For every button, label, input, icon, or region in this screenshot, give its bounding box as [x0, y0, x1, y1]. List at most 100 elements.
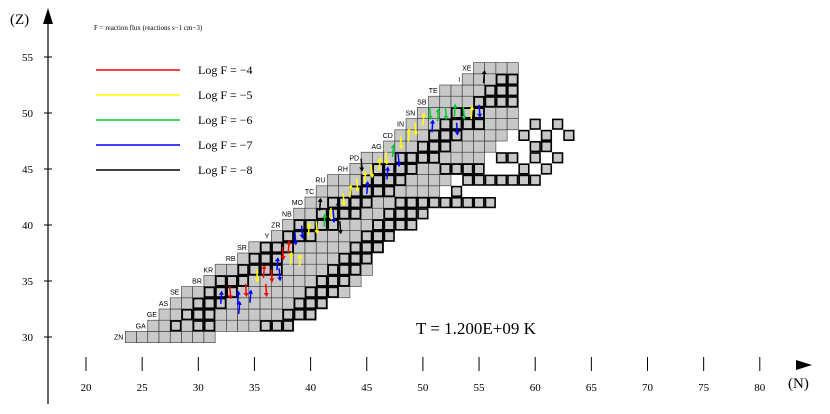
nuclide-cell — [192, 331, 205, 343]
nuclide-cell — [181, 297, 193, 310]
nuclide-cell — [248, 319, 261, 332]
bold-nuclide-cell — [462, 174, 474, 186]
flux-arrow-head — [347, 184, 353, 189]
bold-nuclide-cell — [226, 275, 238, 287]
nuclide-cell — [259, 308, 272, 321]
element-label: RU — [315, 178, 325, 185]
bold-nuclide-cell — [304, 297, 317, 310]
bold-nuclide-cell — [361, 197, 373, 209]
bold-nuclide-cell — [529, 118, 541, 130]
bold-nuclide-cell — [406, 152, 418, 164]
nuclide-cell — [450, 151, 463, 164]
bold-nuclide-cell — [304, 286, 317, 298]
bold-nuclide-cell — [383, 219, 395, 231]
flux-arrow-head — [263, 292, 269, 297]
nuclide-cell — [349, 275, 362, 287]
bold-nuclide-cell — [473, 197, 485, 209]
nuclide-cell — [214, 319, 227, 332]
bold-nuclide-cell — [406, 197, 418, 209]
bold-nuclide-cell — [507, 174, 519, 186]
element-label: TC — [305, 189, 314, 196]
chart-subtitle: F = reaction flux (reactions s−1 cm−3) — [94, 24, 203, 32]
bold-nuclide-cell — [394, 208, 407, 220]
bold-nuclide-cell — [237, 264, 249, 276]
flux-arrow-head — [288, 251, 294, 256]
bold-nuclide-cell — [484, 96, 496, 108]
nuclide-cell — [282, 219, 295, 231]
y-tick-label: 40 — [22, 220, 34, 232]
flux-arrow-head — [427, 116, 433, 120]
nuclide-cell — [270, 297, 283, 310]
bold-nuclide-cell — [507, 96, 519, 108]
bold-nuclide-cell — [450, 197, 463, 209]
element-label: XE — [462, 66, 472, 73]
nuclide-cell — [338, 241, 351, 254]
bold-nuclide-cell — [192, 320, 204, 332]
flux-arrow-head — [369, 174, 375, 179]
element-label: Y — [265, 234, 270, 241]
nuclide-cell — [484, 129, 497, 142]
nuclide-cell — [428, 185, 441, 198]
flux-arrow-head — [435, 108, 441, 113]
nuclide-cell — [304, 252, 317, 265]
flux-arrow-head — [398, 145, 404, 150]
bold-nuclide-cell — [349, 264, 362, 276]
element-label: SE — [170, 290, 180, 297]
nuclide-cell — [147, 319, 160, 332]
bold-nuclide-cell — [428, 141, 440, 153]
flux-arrow-head — [243, 292, 249, 297]
bold-nuclide-cell — [383, 208, 395, 220]
nuclide-cell — [416, 185, 429, 198]
nuclide-cell — [506, 107, 519, 119]
element-label: RH — [338, 167, 348, 174]
x-tick-label: 35 — [249, 382, 261, 394]
bold-nuclide-cell — [428, 129, 440, 142]
bold-nuclide-cell — [383, 174, 395, 186]
element-label: PD — [349, 155, 359, 162]
nuclide-cell — [136, 331, 149, 343]
element-label: RB — [226, 256, 236, 263]
flux-arrow-head — [235, 290, 241, 295]
nuclide-cell — [461, 84, 474, 97]
nuclide-cell — [169, 331, 182, 343]
nuclide-cell — [158, 308, 171, 321]
nuclide-cell — [360, 151, 373, 164]
bold-nuclide-cell — [181, 308, 193, 321]
bold-nuclide-cell — [361, 241, 373, 254]
bold-nuclide-cell — [349, 253, 362, 265]
element-label: MO — [292, 200, 304, 207]
bold-nuclide-cell — [316, 275, 328, 287]
flux-arrow-head — [247, 289, 253, 294]
flux-arrow-head — [261, 265, 267, 270]
nuclide-cell — [237, 319, 250, 332]
nuclide-cell — [372, 207, 384, 220]
x-tick-label: 80 — [754, 382, 766, 394]
nuclide-cell — [327, 252, 339, 265]
nuclide-cell — [304, 275, 317, 287]
bold-nuclide-cell — [372, 241, 384, 254]
flux-arrow-head — [364, 181, 370, 186]
nuclide-cell — [181, 286, 193, 299]
axes: (Z) (N) — [10, 8, 812, 404]
nuclide-cell — [428, 163, 441, 175]
nuclide-cell — [248, 241, 261, 254]
flux-arrow-head — [274, 257, 280, 262]
x-ticks: 20 25 30 35 40 45 50 55 60 65 70 75 80 — [81, 357, 766, 394]
bold-nuclide-cell — [439, 118, 451, 130]
flux-arrow-head — [413, 131, 419, 136]
nuclide-cell — [506, 118, 519, 131]
flux-arrow-head — [292, 241, 298, 246]
nuclide-cell — [461, 129, 474, 142]
nuclide-cell — [349, 230, 362, 243]
element-label: GA — [136, 323, 146, 330]
nuclide-cell — [214, 308, 227, 321]
nuclide-cell — [461, 151, 474, 164]
y-tick-label: 45 — [22, 164, 34, 176]
bold-nuclide-cell — [260, 241, 272, 254]
bold-nuclide-cell — [484, 85, 496, 97]
bold-nuclide-cell — [507, 152, 519, 164]
y-axis-arrow — [43, 8, 53, 24]
nuclide-cell — [405, 174, 418, 187]
flux-arrow-head — [236, 300, 242, 305]
